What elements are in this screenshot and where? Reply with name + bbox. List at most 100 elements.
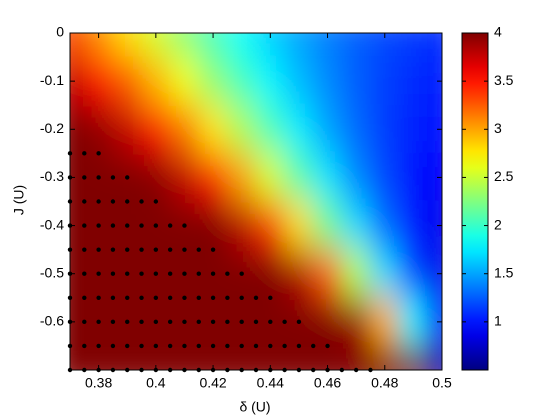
marker — [182, 295, 187, 300]
marker — [225, 271, 230, 276]
cell — [70, 201, 85, 251]
cell — [255, 249, 286, 299]
y-tick-label: -0.5 — [40, 264, 64, 280]
marker — [225, 319, 230, 325]
x-axis-label: δ (U) — [239, 399, 270, 415]
cell — [398, 249, 429, 299]
cell — [369, 249, 400, 299]
cell — [312, 56, 343, 106]
cell — [198, 104, 228, 154]
cell — [255, 56, 286, 106]
cell — [312, 201, 343, 251]
cell — [427, 345, 442, 370]
marker — [96, 271, 101, 276]
plot-frame — [69, 32, 443, 371]
cell — [284, 152, 314, 202]
cell — [255, 104, 286, 154]
cell — [369, 104, 400, 154]
colorbar-tick-label: 3 — [494, 120, 502, 136]
marker — [139, 223, 144, 228]
marker — [153, 319, 159, 325]
cell — [341, 201, 371, 251]
cell — [427, 249, 442, 299]
cell — [226, 104, 257, 154]
markers — [67, 151, 373, 373]
marker — [153, 343, 159, 349]
marker — [225, 343, 230, 349]
cell — [312, 249, 343, 299]
cell — [198, 56, 228, 106]
y-tick-label: -0.2 — [40, 120, 64, 136]
cell — [226, 33, 257, 58]
cell — [112, 56, 143, 106]
cell — [341, 345, 371, 370]
marker — [96, 319, 101, 325]
cell — [169, 33, 200, 58]
marker — [167, 223, 173, 228]
x-tick-label: 0.4 — [146, 375, 166, 391]
marker — [110, 223, 116, 228]
marker — [96, 223, 101, 228]
y-tick-label: -0.6 — [40, 313, 64, 329]
y-tick-label: -0.4 — [40, 216, 64, 232]
cell — [284, 201, 314, 251]
marker — [210, 247, 216, 252]
cell — [141, 152, 171, 202]
marker — [139, 247, 144, 252]
cell — [398, 152, 429, 202]
marker — [196, 247, 201, 252]
marker — [96, 151, 101, 156]
cell — [198, 152, 228, 202]
cell — [369, 201, 400, 251]
colorbar-tick-label: 3.5 — [494, 72, 514, 88]
marker — [110, 271, 116, 276]
cell — [398, 297, 429, 347]
plot-area — [70, 33, 442, 370]
cell — [141, 56, 171, 106]
cell — [398, 345, 429, 370]
colorbar-tick-label: 1 — [494, 313, 502, 329]
marker — [167, 343, 173, 349]
heatmap — [70, 33, 442, 370]
marker — [196, 343, 201, 349]
colorbar-tick-label: 2.5 — [494, 168, 514, 184]
marker — [153, 247, 159, 252]
cell — [427, 56, 442, 106]
cell — [312, 297, 343, 347]
marker — [268, 319, 273, 325]
marker — [110, 319, 116, 325]
marker — [82, 295, 87, 300]
marker — [296, 319, 302, 325]
marker — [125, 199, 130, 204]
marker — [125, 319, 130, 325]
marker — [239, 343, 244, 349]
x-tick-label: 0.5 — [432, 375, 452, 391]
marker — [239, 271, 244, 276]
marker — [125, 175, 130, 180]
cell — [70, 152, 85, 202]
marker — [167, 295, 173, 300]
marker — [82, 343, 87, 349]
cell — [341, 104, 371, 154]
cell — [226, 56, 257, 106]
y-tick-label: -0.1 — [40, 72, 64, 88]
marker — [268, 343, 273, 349]
cell — [112, 33, 143, 58]
marker — [125, 343, 130, 349]
marker — [82, 199, 87, 204]
cell — [312, 152, 343, 202]
marker — [210, 343, 216, 349]
marker — [82, 319, 87, 325]
x-tick-label: 0.48 — [371, 375, 398, 391]
colorbar — [461, 32, 489, 371]
marker — [153, 199, 159, 204]
marker — [325, 343, 330, 349]
marker — [268, 295, 273, 300]
cell — [341, 33, 371, 58]
marker — [82, 247, 87, 252]
cell — [398, 104, 429, 154]
marker — [296, 343, 302, 349]
marker — [82, 151, 87, 156]
marker — [82, 223, 87, 228]
cell — [112, 104, 143, 154]
